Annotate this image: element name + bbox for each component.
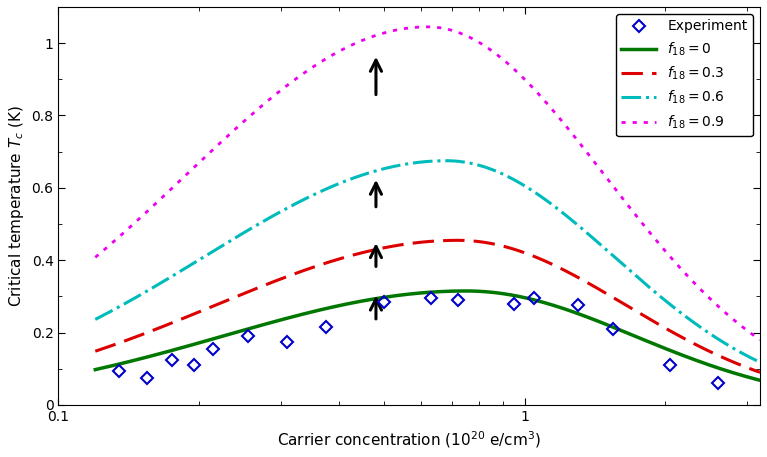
Experiment — [243, 334, 252, 339]
Experiment — [209, 346, 218, 351]
$f_{18} = 0.6$ — [755, 360, 765, 365]
$f_{18} = 0.9$ — [488, 48, 497, 54]
$f_{18} = 0.9$ — [637, 219, 646, 225]
Line: $f_{18} = 0.3$: $f_{18} = 0.3$ — [95, 240, 760, 372]
$f_{18} = 0$ — [755, 377, 765, 383]
$f_{18} = 0.3$ — [450, 238, 459, 243]
$f_{18} = 0$ — [91, 367, 100, 372]
$f_{18} = 0.3$ — [637, 312, 646, 317]
Legend: Experiment, $f_{18} = 0$, $f_{18} = 0.3$, $f_{18} = 0.6$, $f_{18} = 0.9$: Experiment, $f_{18} = 0$, $f_{18} = 0.3$… — [616, 14, 753, 136]
$f_{18} = 0.3$ — [488, 241, 497, 246]
Experiment — [665, 362, 674, 368]
Experiment — [189, 362, 198, 368]
$f_{18} = 0.3$ — [91, 349, 100, 354]
$f_{18} = 0.9$ — [410, 25, 420, 30]
Experiment — [143, 375, 152, 381]
Experiment — [509, 301, 518, 306]
X-axis label: Carrier concentration ($10^{20}$ e/cm$^3$): Carrier concentration ($10^{20}$ e/cm$^3… — [278, 430, 542, 450]
$f_{18} = 0$ — [407, 291, 416, 297]
Line: $f_{18} = 0$: $f_{18} = 0$ — [95, 291, 760, 380]
$f_{18} = 0$ — [461, 288, 470, 294]
$f_{18} = 0.6$ — [637, 278, 646, 283]
$f_{18} = 0.6$ — [452, 159, 461, 164]
$f_{18} = 0$ — [741, 374, 750, 379]
Y-axis label: Critical temperature $T_c$ (K): Critical temperature $T_c$ (K) — [7, 105, 26, 307]
Experiment — [609, 326, 618, 332]
$f_{18} = 0.9$ — [741, 326, 750, 332]
Experiment — [114, 368, 123, 373]
Experiment — [713, 381, 723, 386]
$f_{18} = 0$ — [488, 290, 497, 295]
Experiment — [380, 299, 389, 304]
$f_{18} = 0$ — [637, 336, 646, 341]
Line: $f_{18} = 0.9$: $f_{18} = 0.9$ — [95, 27, 760, 340]
$f_{18} = 0.9$ — [755, 337, 765, 343]
Experiment — [167, 357, 176, 362]
$f_{18} = 0.6$ — [443, 158, 452, 164]
$f_{18} = 0.6$ — [488, 167, 497, 172]
Line: Experiment: Experiment — [114, 294, 723, 388]
$f_{18} = 0.3$ — [453, 238, 463, 243]
Experiment — [573, 303, 582, 308]
$f_{18} = 0.6$ — [91, 317, 100, 322]
Experiment — [283, 339, 292, 345]
Experiment — [453, 297, 463, 303]
$f_{18} = 0.6$ — [741, 352, 750, 358]
$f_{18} = 0.6$ — [410, 160, 420, 165]
Experiment — [426, 296, 436, 301]
$f_{18} = 0.3$ — [407, 241, 416, 246]
$f_{18} = 0.9$ — [423, 24, 433, 30]
Experiment — [321, 324, 331, 330]
$f_{18} = 0.9$ — [407, 25, 416, 31]
$f_{18} = 0.6$ — [407, 160, 416, 166]
$f_{18} = 0.3$ — [410, 240, 420, 245]
Experiment — [530, 296, 539, 301]
Line: $f_{18} = 0.6$: $f_{18} = 0.6$ — [95, 161, 760, 362]
$f_{18} = 0$ — [450, 288, 459, 294]
$f_{18} = 0.9$ — [452, 29, 461, 34]
$f_{18} = 0.9$ — [91, 255, 100, 260]
$f_{18} = 0.3$ — [755, 370, 765, 375]
$f_{18} = 0.3$ — [741, 364, 750, 370]
$f_{18} = 0$ — [410, 291, 420, 296]
